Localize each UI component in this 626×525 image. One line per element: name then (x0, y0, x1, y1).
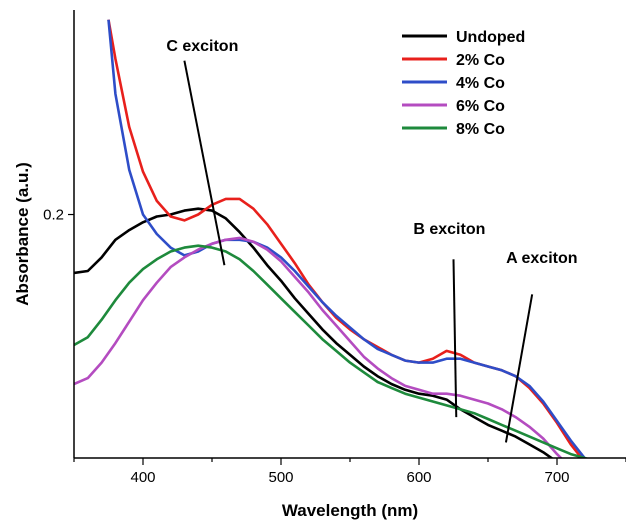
x-tick-label: 400 (130, 469, 155, 486)
series-line-undoped (74, 207, 554, 458)
x-axis-ticks: 400 500 600 700 (73, 458, 626, 486)
x-axis-title: Wavelength (nm) (282, 501, 418, 520)
series-lines (74, 19, 590, 458)
b-exciton-marker-line (452, 259, 458, 418)
x-tick-label: 500 (268, 469, 293, 486)
exciton-annotations: C exciton B exciton A exciton (166, 38, 578, 443)
legend-label-4pct-co: 4% Co (456, 75, 505, 92)
legend-label-undoped: Undoped (456, 29, 525, 46)
y-tick-label: 0.2 (43, 207, 64, 224)
y-axis-ticks: 0.2 (43, 207, 74, 224)
a-exciton-marker-line (504, 294, 534, 443)
a-exciton-label: A exciton (506, 250, 577, 267)
c-exciton-marker-line (183, 60, 226, 266)
series-line-6pct-co (74, 236, 563, 458)
x-tick-label: 700 (544, 469, 569, 486)
legend-label-2pct-co: 2% Co (456, 52, 505, 69)
y-axis-title: Absorbance (a.u.) (13, 162, 32, 306)
series-line-8pct-co (74, 244, 590, 458)
legend-label-6pct-co: 6% Co (456, 98, 505, 115)
legend-label-8pct-co: 8% Co (456, 121, 505, 138)
x-tick-label: 600 (406, 469, 431, 486)
b-exciton-label: B exciton (413, 221, 485, 238)
c-exciton-label: C exciton (166, 38, 238, 55)
legend: Undoped 2% Co 4% Co 6% Co 8% Co (402, 29, 525, 138)
